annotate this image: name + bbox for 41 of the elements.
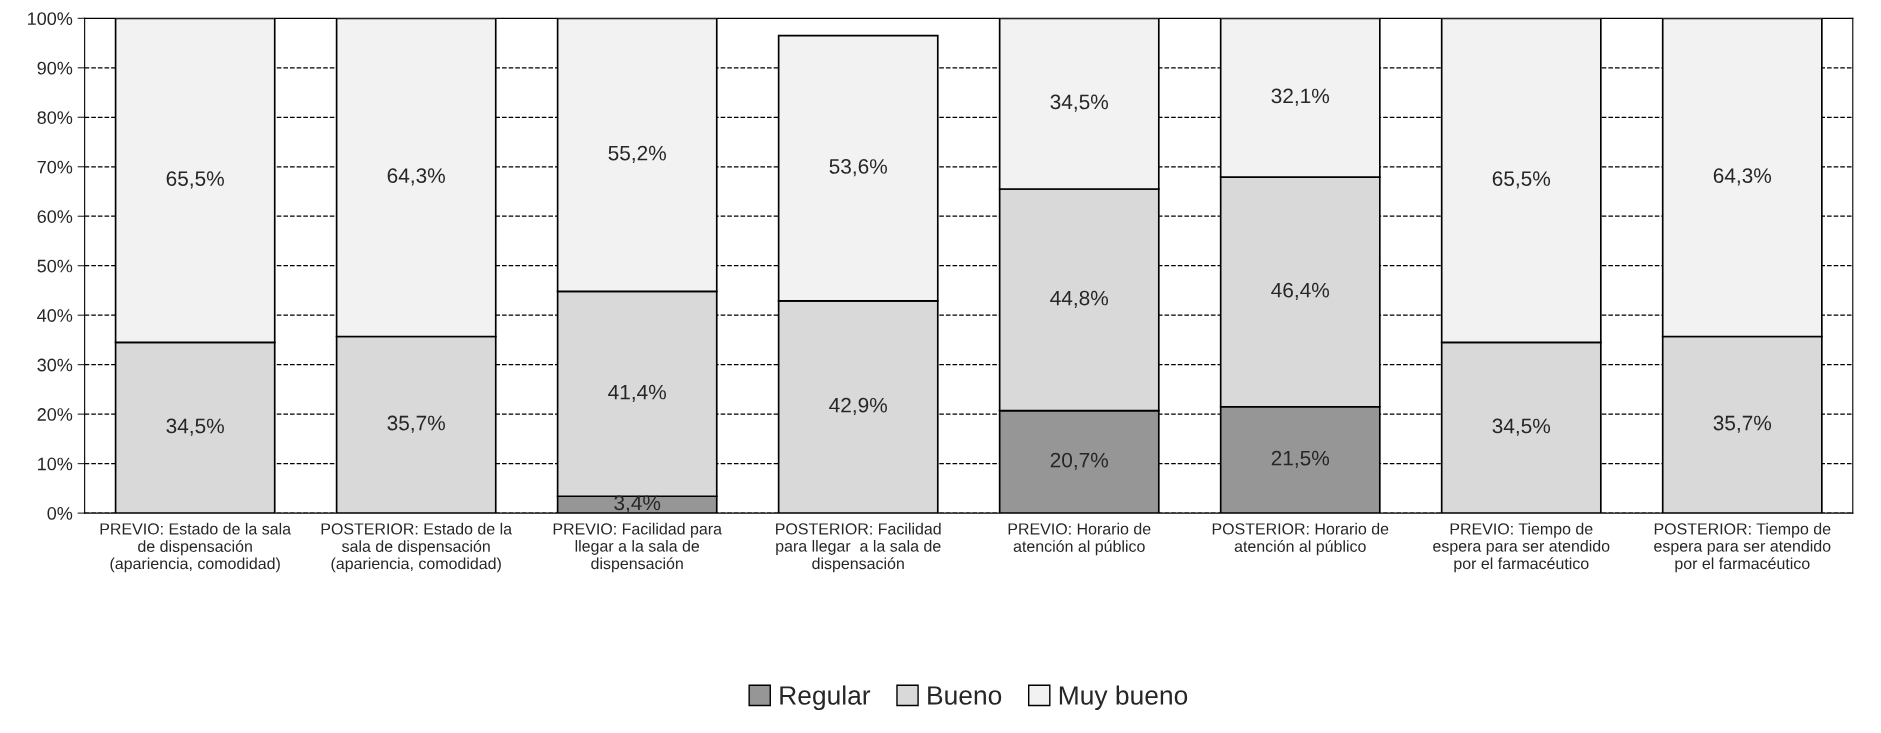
x-tick-label: POSTERIOR: Facilidad para llegar a la sala de dispensación [776,522,941,573]
x-tick-label: POSTERIOR: Tiempo de espera para ser atendido por el farmacéutico [1654,522,1831,573]
y-tick-label: 70% [37,160,73,174]
data-label: 44,8% [1050,290,1109,308]
x-tick-label: POSTERIOR: Estado de la sala de dispensación (apariencia, comodidad) [321,522,513,573]
data-label: 53,6% [829,159,887,177]
data-label: 65,5% [166,171,224,189]
legend-label: Regular [780,685,871,711]
data-label: 42,9% [829,397,887,416]
data-label: 34,5% [1492,418,1551,436]
x-tick-label: PREVIO: Estado de la sala de dispensación (apariencia, comodidad) [100,522,292,573]
y-tick-label: 60% [37,210,73,223]
data-label: 55,2% [608,145,666,163]
y-tick-label: 10% [38,457,73,471]
data-label: 46,4% [1271,282,1330,300]
data-label: 41,4% [608,384,666,402]
data-label: 34,5% [166,418,224,436]
y-tick-label: 20% [37,408,73,421]
x-tick-label: PREVIO: Horario de atención al público [1008,522,1151,556]
y-tick-label: 80% [37,111,73,124]
data-label: 20,7% [1050,452,1109,470]
data-label: 64,3% [1713,168,1772,186]
legend-label: Muy bueno [1059,685,1188,711]
y-tick-label: 30% [37,358,73,372]
data-label: 32,1% [1271,88,1330,106]
y-tick-label: 90% [37,61,73,75]
y-tick-label: 50% [37,259,73,273]
data-label: 3,4% [614,495,661,513]
data-label: 35,7% [387,415,445,433]
data-label: 35,7% [1713,415,1772,433]
y-tick-label: 100% [28,12,73,26]
legend-label: Bueno [928,686,1002,705]
data-label: 64,3% [387,168,445,186]
x-tick-label: PREVIO: Tiempo de espera para ser atendido por el farmacéutico [1433,522,1610,573]
data-label: 21,5% [1271,450,1330,468]
y-tick-label: 40% [37,309,73,322]
x-tick-label: POSTERIOR: Horario de atención al público [1212,522,1389,556]
data-label: 65,5% [1492,171,1551,189]
data-label: 34,5% [1050,94,1109,112]
y-tick-label: 0% [47,507,73,520]
x-tick-label: PREVIO: Facilidad para llegar a la sala de dispensación [553,522,722,573]
